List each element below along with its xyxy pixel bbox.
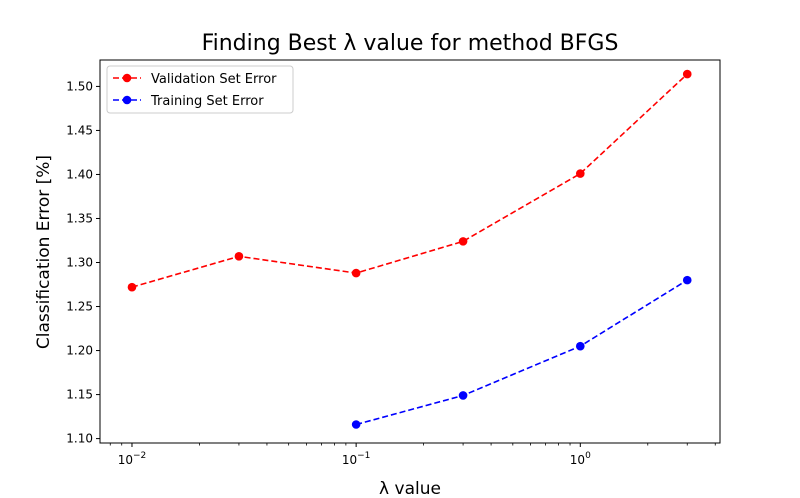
legend-label-2: Training Set Error [150, 94, 264, 109]
chart-title: Finding Best λ value for method BFGS [202, 31, 619, 56]
x-tick-label: 100 [570, 451, 591, 467]
plot-area: 1.10 1.15 1.20 1.25 1.30 1.35 1.40 1.45 1.50 10−2… [66, 59, 721, 467]
x-tick-label: 10−1 [342, 451, 371, 467]
data-point-series-2 [458, 391, 468, 400]
data-point-series-2 [575, 341, 585, 351]
y-tick-label: 1.40 [66, 167, 93, 181]
data-point-series-1 [351, 268, 361, 278]
axes-frame [99, 59, 721, 444]
y-tick-label: 1.35 [66, 211, 93, 225]
data-point-series-1 [575, 169, 585, 178]
x-tick-label: 10−2 [118, 451, 147, 467]
y-tick-label: 1.15 [66, 388, 93, 402]
y-tick-label: 1.20 [66, 344, 93, 358]
x-axis-label: λ value [379, 479, 441, 498]
legend-label-1: Validation Set Error [151, 72, 277, 87]
legend-marker-1 [122, 73, 132, 83]
legend: Validation Set Error Training Set Error [106, 65, 294, 114]
data-point-series-1 [458, 237, 468, 246]
y-tick-label: 1.10 [66, 432, 93, 446]
series-line-2 [355, 279, 688, 426]
y-axis-label: Classification Error [%] [34, 155, 54, 349]
data-point-series-1 [127, 282, 137, 292]
y-tick-label: 1.50 [66, 79, 93, 93]
y-tick-label: 1.30 [66, 256, 93, 270]
data-point-series-2 [682, 275, 692, 285]
y-tick-label: 1.45 [66, 123, 93, 137]
legend-frame [106, 65, 294, 114]
series-line-1 [131, 73, 688, 288]
y-tick-label: 1.25 [66, 300, 93, 314]
data-point-series-1 [682, 69, 692, 79]
data-point-series-1 [234, 252, 244, 261]
legend-marker-2 [122, 95, 132, 105]
data-point-series-2 [351, 420, 361, 429]
